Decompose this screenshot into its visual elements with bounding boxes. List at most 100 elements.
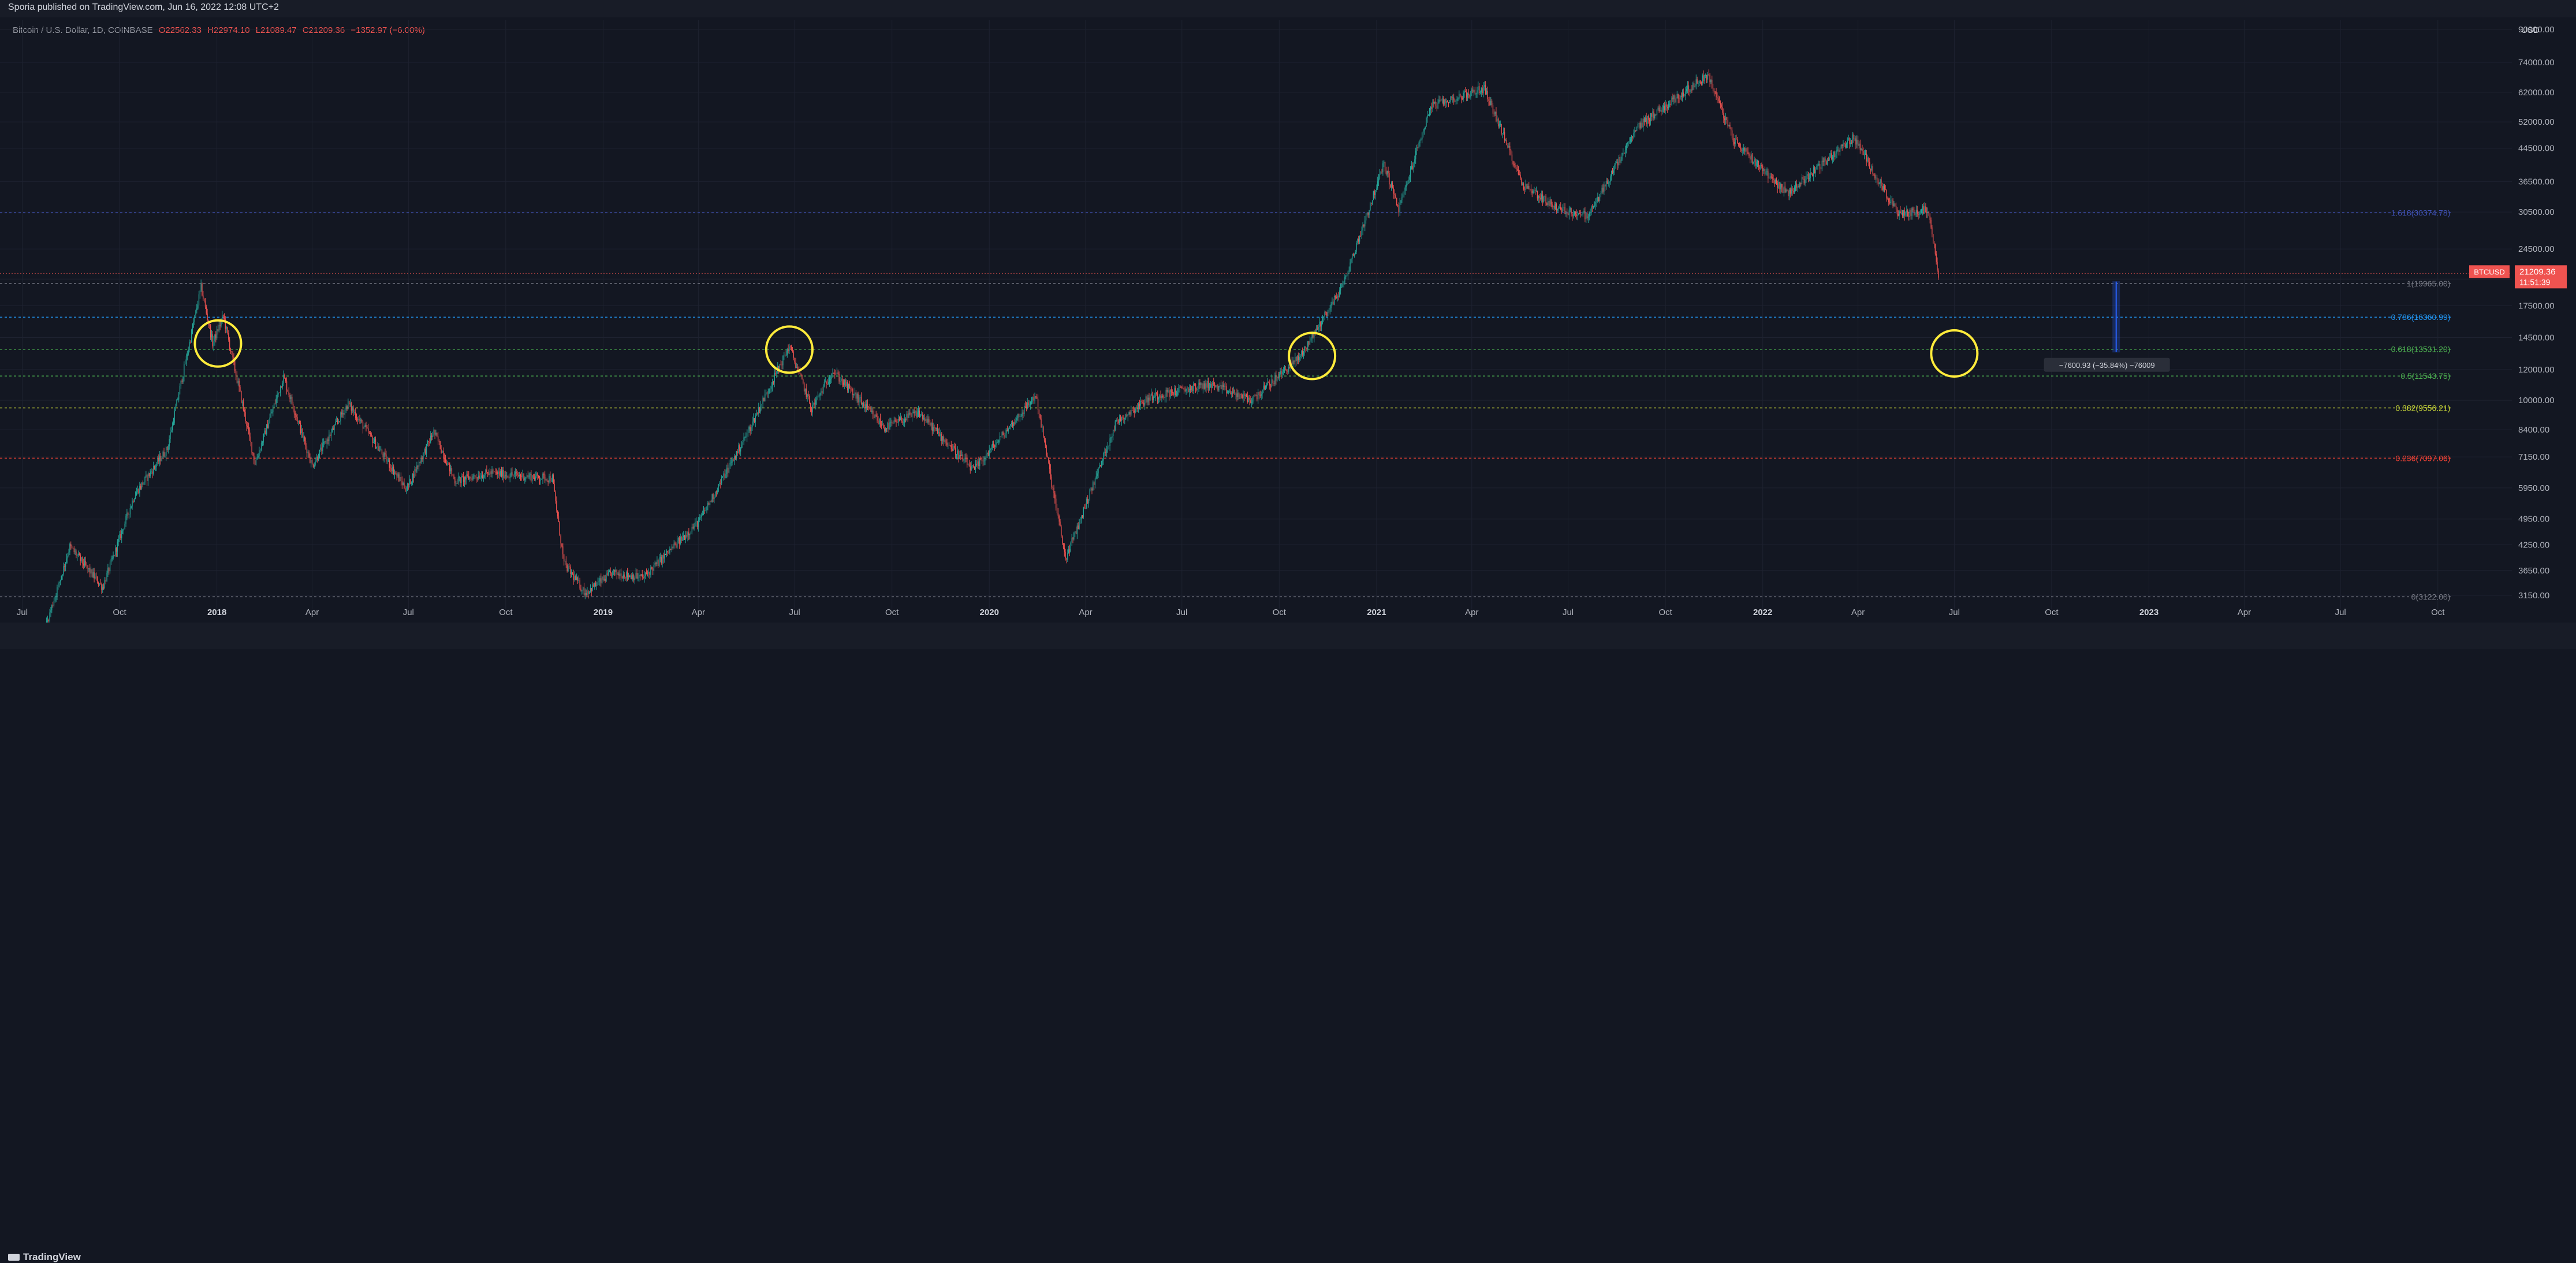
- footer-bar: TradingView: [0, 623, 2576, 1262]
- candle-body: [748, 427, 750, 430]
- candle-body: [1419, 140, 1421, 143]
- time-tick-label: Jul: [1949, 608, 1960, 617]
- candle-body: [1373, 191, 1374, 200]
- candle-body: [1776, 179, 1777, 184]
- candle-body: [1680, 96, 1682, 97]
- candle-body: [1631, 136, 1632, 139]
- candle-body: [209, 325, 210, 326]
- candle-body: [902, 421, 903, 423]
- candle-body: [229, 340, 230, 349]
- candle-body: [1172, 392, 1173, 393]
- candle-body: [738, 445, 739, 454]
- candle-body: [555, 491, 556, 501]
- candle-body: [958, 450, 959, 459]
- candle-body: [411, 482, 412, 485]
- candle-body: [523, 473, 524, 480]
- candle-body: [867, 404, 868, 408]
- publisher-info: Sporia published on TradingView.com, Jun…: [8, 2, 279, 12]
- candle-body: [1071, 538, 1072, 543]
- candle-body: [47, 620, 49, 622]
- candle-body: [1814, 167, 1815, 174]
- candle-body: [584, 593, 586, 595]
- candle-body: [1447, 100, 1448, 103]
- candle-body: [304, 437, 305, 441]
- candle-body: [1252, 400, 1254, 403]
- candle-body: [1744, 147, 1746, 152]
- candle-body: [1832, 157, 1833, 159]
- candle-body: [1246, 395, 1247, 397]
- candle-body: [978, 461, 979, 467]
- candle-body: [1844, 144, 1846, 148]
- candle-body: [349, 403, 351, 405]
- candle-body: [103, 587, 105, 588]
- candle-body: [150, 471, 151, 476]
- price-chart[interactable]: 1.618(30374.78) 1(19965.00) 0.786(16360.99…: [0, 0, 2576, 649]
- candle-body: [1645, 117, 1646, 122]
- candle-body: [337, 421, 338, 422]
- candle-body: [1104, 452, 1105, 453]
- candle-body: [1579, 213, 1580, 214]
- candle-body: [1546, 203, 1548, 206]
- candle-body: [88, 568, 90, 569]
- candle-body: [1247, 396, 1248, 402]
- candle-body: [1359, 236, 1360, 242]
- candle-body: [1904, 210, 1905, 216]
- candle-body: [541, 479, 542, 480]
- candle-body: [631, 575, 632, 580]
- candle-body: [566, 564, 568, 572]
- tradingview-logo[interactable]: TradingView: [8, 1251, 81, 1263]
- candle-body: [1083, 507, 1084, 517]
- candle-body: [1813, 167, 1814, 177]
- candle-body: [1352, 254, 1354, 256]
- candle-body: [1176, 394, 1177, 396]
- candle-body: [1034, 396, 1035, 401]
- candle-body: [327, 439, 329, 441]
- candle-body: [1292, 361, 1293, 364]
- candle-body: [1852, 134, 1854, 143]
- candle-body: [1326, 312, 1328, 316]
- candle-body: [485, 470, 486, 475]
- ohlc-open: O22562.33: [158, 25, 202, 35]
- candle-body: [1882, 186, 1884, 190]
- symbol-legend[interactable]: Bitcoin / U.S. Dollar, 1D, COINBASE O225…: [13, 25, 428, 35]
- bar-countdown-label: 11:51:39: [2519, 277, 2551, 286]
- candle-body: [1123, 417, 1124, 419]
- candle-body: [1809, 177, 1810, 179]
- candle-body: [107, 568, 109, 573]
- candle-body: [1469, 95, 1470, 98]
- candle-body: [102, 587, 103, 590]
- candle-body: [838, 374, 840, 382]
- candle-body: [1129, 411, 1131, 415]
- candle-body: [1685, 91, 1686, 96]
- candle-body: [1101, 461, 1102, 467]
- candle-body: [1466, 91, 1467, 98]
- candle-body: [1705, 74, 1706, 76]
- candle-body: [1758, 161, 1759, 167]
- candle-body: [1121, 417, 1122, 421]
- candle-body: [1304, 347, 1305, 351]
- candle-body: [1633, 133, 1634, 138]
- candle-body: [1557, 208, 1558, 211]
- candle-body: [1043, 437, 1045, 441]
- candle-body: [946, 442, 948, 446]
- candle-body: [1027, 402, 1028, 408]
- candle-body: [1835, 153, 1836, 158]
- candle-body: [1054, 493, 1056, 499]
- candle-body: [194, 315, 195, 322]
- candle-body: [416, 465, 417, 472]
- candle-body: [1343, 282, 1344, 284]
- candle-body: [135, 495, 136, 499]
- candle-body: [1322, 316, 1324, 324]
- candle-body: [794, 357, 795, 363]
- candle-body: [1874, 175, 1876, 178]
- candle-body: [300, 423, 301, 434]
- candle-body: [87, 565, 88, 569]
- candle-body: [1683, 92, 1684, 96]
- candle-body: [1311, 333, 1313, 338]
- candle-body: [1490, 100, 1492, 106]
- candle-body: [182, 377, 184, 383]
- candle-body: [319, 449, 320, 459]
- candle-body: [1158, 397, 1160, 400]
- candle-body: [1222, 385, 1224, 387]
- candle-body: [159, 456, 161, 461]
